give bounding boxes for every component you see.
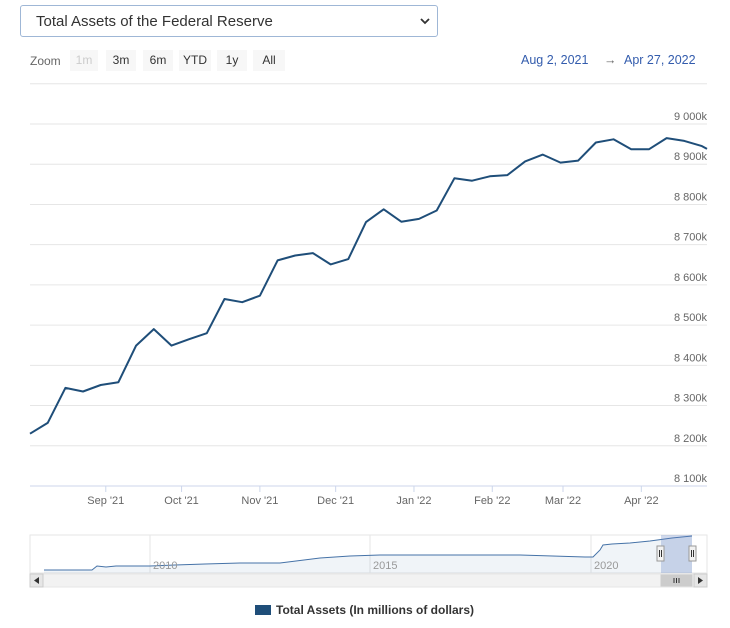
x-tick-label: Jan '22 [396,495,431,507]
y-tick-label: 8 700k [674,232,708,244]
y-tick-label: 8 800k [674,191,708,203]
y-tick-label: 8 600k [674,272,708,284]
y-tick-label: 8 900k [674,151,708,163]
zoom-6m-button[interactable]: 6m [143,50,173,71]
navigator-handle-left[interactable] [656,545,665,562]
legend-swatch [255,605,271,615]
grid-lines [30,83,707,487]
navigator-selection[interactable] [661,535,692,573]
navigator-label-2010: 2010 [153,560,177,572]
x-tick-label: Oct '21 [164,495,199,507]
x-axis-ticks: Sep '21 Oct '21 Nov '21 Dec '21 Jan '22 Feb '… [87,486,659,507]
x-tick-label: Sep '21 [87,495,124,507]
arrow-right-icon [698,577,703,584]
y-tick-label: 8 100k [674,473,708,485]
x-tick-label: Apr '22 [624,495,659,507]
navigator-series [44,535,693,571]
x-tick-label: Mar '22 [545,495,581,507]
range-from-input[interactable]: Aug 2, 2021 [521,53,589,67]
navigator[interactable]: 2010 2015 2020 [29,534,708,574]
zoom-label: Zoom [30,54,61,68]
navigator-handle-right[interactable] [688,545,697,562]
y-tick-label: 9 000k [674,111,708,123]
legend-label: Total Assets (In millions of dollars) [276,603,475,617]
arrow-left-icon [34,577,39,584]
x-tick-label: Dec '21 [317,495,354,507]
x-tick-label: Feb '22 [474,495,510,507]
y-tick-label: 8 200k [674,433,708,445]
zoom-1y-button[interactable]: 1y [217,50,247,71]
zoom-ytd-button[interactable]: YTD [179,50,211,71]
y-axis-ticks: 8 100k 8 200k 8 300k 8 400k 8 500k 8 600k 8 70… [674,111,708,485]
x-tick-label: Nov '21 [241,495,278,507]
zoom-1m-button[interactable]: 1m [70,50,98,71]
series-line [29,137,708,435]
range-to-input[interactable]: Apr 27, 2022 [624,53,696,67]
series-select[interactable]: Total Assets of the Federal Reserve [20,5,438,37]
navigator-background [29,534,708,574]
scrollbar[interactable] [29,573,708,588]
scrollbar-track[interactable] [29,573,708,588]
legend-item[interactable]: Total Assets (In millions of dollars) [255,603,474,617]
navigator-label-2020: 2020 [594,560,618,572]
y-tick-label: 8 500k [674,312,708,324]
range-arrow: → [604,53,617,67]
chevron-down-icon [420,18,430,25]
y-tick-label: 8 300k [674,393,708,405]
navigator-area [44,536,692,573]
zoom-all-button[interactable]: All [253,50,285,71]
y-tick-label: 8 400k [674,352,708,364]
navigator-label-2015: 2015 [373,560,397,572]
zoom-3m-button[interactable]: 3m [106,50,136,71]
series-select-value: Total Assets of the Federal Reserve [36,13,273,30]
